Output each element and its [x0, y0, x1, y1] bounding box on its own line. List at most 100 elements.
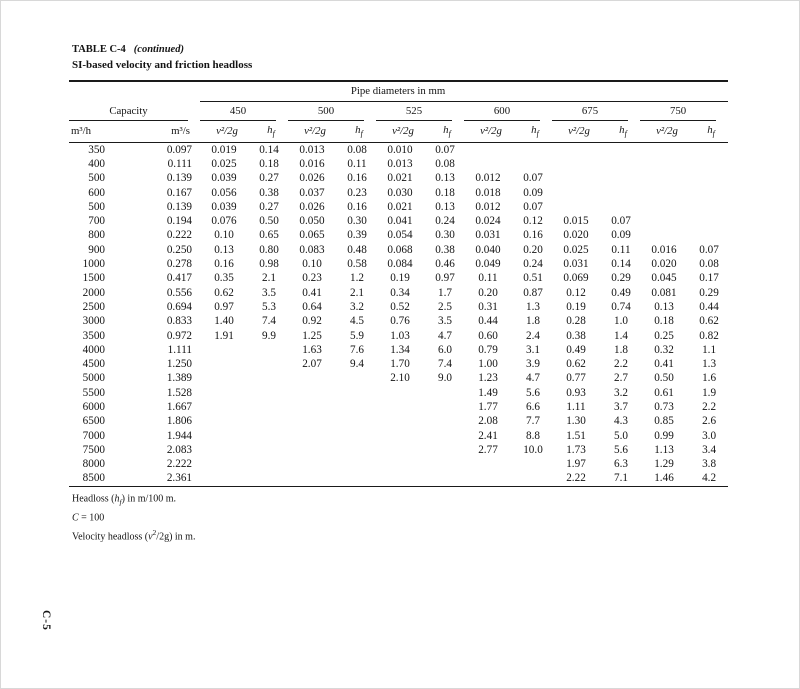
diameter-label: 675 — [552, 105, 628, 121]
friction-headloss-cell — [342, 386, 376, 400]
table-row: 900 0.250 0.13 0.80 0.083 0.48 0.068 0.38 0.040 0… — [69, 243, 728, 257]
footnote-variable: h — [114, 493, 120, 505]
friction-headloss-cell — [254, 428, 288, 442]
capacity-m3h-cell: 400 — [88, 157, 105, 170]
capacity-m3h-cell: 700 — [88, 215, 105, 228]
friction-headloss-cell: 0.07 — [523, 172, 543, 185]
table-row: 2000 0.556 0.62 3.5 0.41 2.1 0.34 1.7 0.20 0.87 0.… — [69, 285, 728, 299]
velocity-head-cell: 0.85 — [654, 415, 674, 428]
table-number: TABLE C-4 — [72, 44, 126, 55]
friction-head-header-675: hf — [606, 121, 640, 143]
capacity-m3s-cell: 1.806 — [166, 415, 192, 428]
friction-headloss-cell: 5.9 — [350, 329, 364, 342]
capacity-m3s-cell: 0.972 — [166, 329, 192, 342]
footnote-text: ) in m/100 m. — [121, 493, 177, 505]
friction-headloss-cell: 7.6 — [350, 343, 364, 356]
footnote-variable: C — [72, 512, 79, 524]
footnote-text: Velocity headloss ( — [72, 530, 149, 542]
velocity-head-cell: 2.41 — [478, 429, 498, 442]
velocity-head-cell: 0.18 — [654, 315, 674, 328]
capacity-label: Capacity — [69, 105, 188, 121]
group-header-row: Capacity 450 500 525 600 675 750 — [69, 101, 728, 121]
friction-headloss-cell: 3.0 — [702, 429, 717, 442]
velocity-head-cell: 0.28 — [566, 315, 586, 328]
capacity-m3s-cell: 0.194 — [166, 215, 192, 228]
velocity-head-cell: 1.70 — [390, 358, 410, 371]
footnote-subscript: f — [119, 497, 122, 507]
capacity-m3s-cell: 0.097 — [166, 143, 192, 156]
velocity-head-cell — [640, 142, 694, 157]
table-row: 350 0.097 0.019 0.14 0.013 0.08 0.010 0.07 — [69, 142, 728, 157]
velocity-head-header-600: v²/2g — [464, 121, 518, 143]
velocity-head-cell: 0.97 — [214, 300, 234, 313]
velocity-head-cell: 1.91 — [214, 329, 234, 342]
velocity-head-header-525: v²/2g — [376, 121, 430, 143]
friction-headloss-cell: 3.5 — [438, 315, 452, 328]
friction-headloss-cell: 10.0 — [523, 443, 543, 456]
velocity-head-cell: 0.025 — [211, 157, 237, 170]
velocity-head-cell: 0.030 — [387, 186, 413, 199]
table-row: 3500 0.972 1.91 9.9 1.25 5.9 1.03 4.7 0.60 2.4 0.3… — [69, 328, 728, 342]
table-row: 5500 1.528 1.49 5.6 0.93 3.2 0.61 1.9 — [69, 386, 728, 400]
friction-headloss-cell: 1.8 — [614, 343, 628, 356]
velocity-head-cell — [288, 457, 342, 471]
friction-headloss-cell — [694, 185, 728, 199]
footnote-c-coefficient: C = 100 — [72, 508, 195, 527]
table-row: 7500 2.083 2.77 10.0 1.73 5.6 1.13 3.4 — [69, 443, 728, 457]
velocity-head-cell: 0.31 — [478, 300, 498, 313]
friction-headloss-cell: 4.3 — [614, 415, 628, 428]
table-title: TABLE C-4 (continued) — [72, 44, 252, 55]
velocity-head-cell — [288, 471, 342, 487]
velocity-head-cell: 0.016 — [651, 243, 677, 256]
velocity-head-cell — [200, 386, 254, 400]
friction-headloss-cell: 1.9 — [702, 386, 717, 399]
velocity-head-cell: 0.021 — [387, 172, 413, 185]
friction-headloss-cell — [430, 428, 464, 442]
velocity-head-cell — [376, 457, 430, 471]
friction-headloss-cell: 3.2 — [350, 300, 364, 313]
headloss-subscript: f — [624, 129, 627, 139]
velocity-head-cell: 1.63 — [302, 343, 322, 356]
friction-headloss-cell: 2.1 — [262, 272, 276, 285]
friction-headloss-cell: 3.8 — [702, 458, 717, 471]
table-continued-note: (continued) — [133, 44, 184, 55]
diameter-label: 500 — [288, 105, 364, 121]
headloss-label: h — [531, 124, 537, 137]
friction-headloss-cell: 0.07 — [699, 243, 719, 256]
velocity-head-cell: 0.60 — [478, 329, 498, 342]
unit-m3h-label: m³/h — [71, 125, 92, 138]
table-row: 1500 0.417 0.35 2.1 0.23 1.2 0.19 0.97 0.11 0.51 0… — [69, 271, 728, 285]
velocity-head-cell — [464, 157, 518, 171]
velocity-head-cell: 1.25 — [302, 329, 322, 342]
friction-headloss-cell: 0.13 — [435, 172, 455, 185]
table-row: 800 0.222 0.10 0.65 0.065 0.39 0.054 0.30 0.031 0… — [69, 228, 728, 242]
friction-headloss-cell: 0.97 — [435, 272, 455, 285]
velocity-head-cell — [640, 171, 694, 185]
friction-headloss-cell: 0.08 — [435, 157, 455, 170]
capacity-m3s-cell: 0.222 — [166, 229, 192, 242]
velocity-head-cell: 2.22 — [552, 471, 606, 487]
friction-headloss-cell: 0.23 — [347, 186, 367, 199]
friction-headloss-cell: 1.1 — [702, 343, 717, 356]
friction-headloss-cell: 0.48 — [347, 243, 367, 256]
velocity-head-cell: 0.61 — [654, 386, 674, 399]
friction-headloss-cell: 0.17 — [699, 272, 719, 285]
table-row: 7000 1.944 2.41 8.8 1.51 5.0 0.99 3.0 — [69, 428, 728, 442]
friction-headloss-cell: 0.87 — [523, 286, 543, 299]
friction-headloss-cell — [606, 142, 640, 157]
friction-headloss-cell: 1.2 — [350, 272, 364, 285]
capacity-m3h-cell: 6000 — [82, 400, 105, 413]
velocity-head-cell: 0.25 — [654, 329, 674, 342]
velocity-head-cell: 0.41 — [654, 358, 674, 371]
friction-headloss-cell: 1.8 — [526, 315, 540, 328]
friction-headloss-cell: 3.1 — [526, 343, 540, 356]
friction-headloss-cell: 2.2 — [702, 400, 717, 413]
velocity-head-cell: 1.97 — [566, 458, 586, 471]
friction-headloss-cell: 0.38 — [259, 186, 279, 199]
capacity-m3s-cell: 0.278 — [166, 258, 192, 271]
friction-headloss-cell: 0.82 — [699, 329, 719, 342]
capacity-m3s-cell: 1.111 — [167, 343, 192, 356]
velocity-head-cell: 2.77 — [478, 443, 498, 456]
velocity-head-cell: 0.056 — [211, 186, 237, 199]
friction-headloss-cell — [254, 371, 288, 385]
